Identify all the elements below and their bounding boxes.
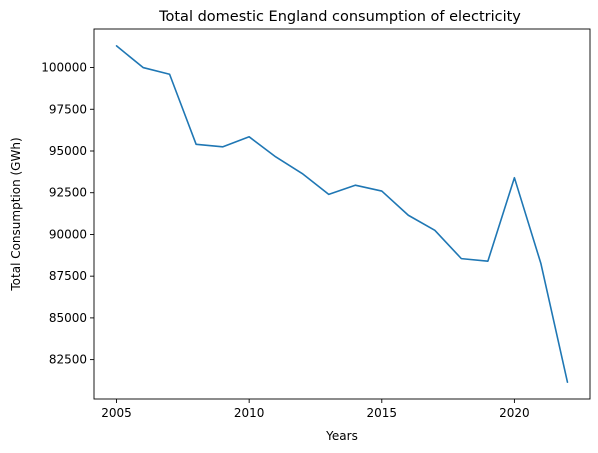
x-tick-label: 2010 <box>234 406 265 420</box>
x-axis-ticks: 2005 2010 2015 2020 <box>101 399 529 420</box>
chart-title: Total domestic England consumption of el… <box>158 9 521 25</box>
x-axis-label: Years <box>325 429 358 443</box>
y-tick-label: 100000 <box>41 61 87 75</box>
y-axis-label: Total Consumption (GWh) <box>9 137 23 291</box>
series-line <box>117 46 568 382</box>
x-tick-label: 2020 <box>499 406 530 420</box>
plot-frame <box>94 29 590 399</box>
y-axis-ticks: 82500 85000 87500 90000 92500 95000 97500 10000… <box>41 61 94 367</box>
y-tick-label: 87500 <box>49 269 87 283</box>
y-tick-label: 95000 <box>49 144 87 158</box>
y-tick-label: 90000 <box>49 227 87 241</box>
x-tick-label: 2015 <box>367 406 398 420</box>
y-tick-label: 92500 <box>49 186 87 200</box>
y-tick-label: 85000 <box>49 311 87 325</box>
x-tick-label: 2005 <box>101 406 132 420</box>
y-tick-label: 82500 <box>49 353 87 367</box>
y-tick-label: 97500 <box>49 102 87 116</box>
